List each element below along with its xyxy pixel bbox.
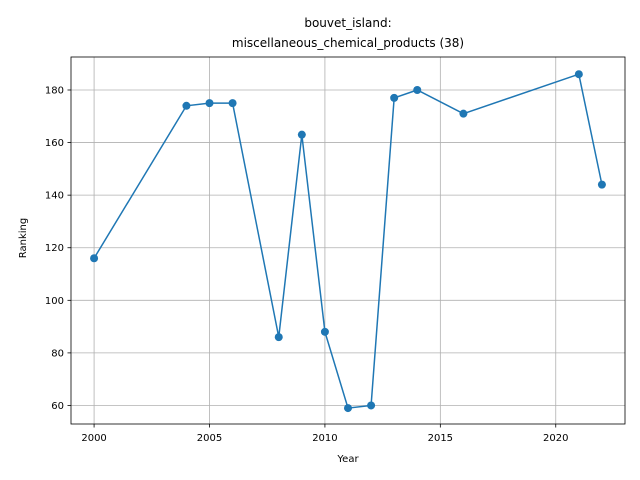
x-tick-label: 2000 xyxy=(81,433,106,444)
data-point xyxy=(459,109,468,118)
x-axis-label: Year xyxy=(336,454,359,465)
y-tick-label: 100 xyxy=(45,296,64,307)
chart-title-line2: miscellaneous_chemical_products (38) xyxy=(232,36,464,50)
data-point xyxy=(90,254,99,263)
plot-area-frame xyxy=(70,56,626,425)
data-point xyxy=(574,70,583,79)
y-tick-label: 160 xyxy=(45,138,64,149)
data-point xyxy=(228,99,237,108)
axis-ticks: 2000 2005 2010 2015 2020 60 80 100 120 140 160 180 xyxy=(45,85,569,444)
y-tick-label: 120 xyxy=(45,243,64,254)
data-point xyxy=(367,401,376,410)
data-point xyxy=(413,85,422,94)
data-point xyxy=(390,93,399,102)
chart-title-line1: bouvet_island: xyxy=(304,16,391,30)
x-tick-label: 2020 xyxy=(543,433,568,444)
y-axis-label: Ranking xyxy=(18,218,29,258)
data-series xyxy=(90,70,606,413)
y-tick-label: 180 xyxy=(45,85,64,96)
data-point xyxy=(344,404,352,413)
y-tick-label: 80 xyxy=(51,348,64,359)
x-tick-label: 2010 xyxy=(312,433,337,444)
data-point xyxy=(182,101,191,110)
data-point xyxy=(320,327,329,336)
data-point xyxy=(274,333,283,342)
data-point xyxy=(297,130,306,139)
y-tick-label: 140 xyxy=(45,191,64,202)
data-point xyxy=(597,180,606,189)
x-tick-label: 2005 xyxy=(197,433,222,444)
data-point xyxy=(205,99,214,108)
x-tick-label: 2015 xyxy=(428,433,453,444)
y-tick-label: 60 xyxy=(51,401,64,412)
